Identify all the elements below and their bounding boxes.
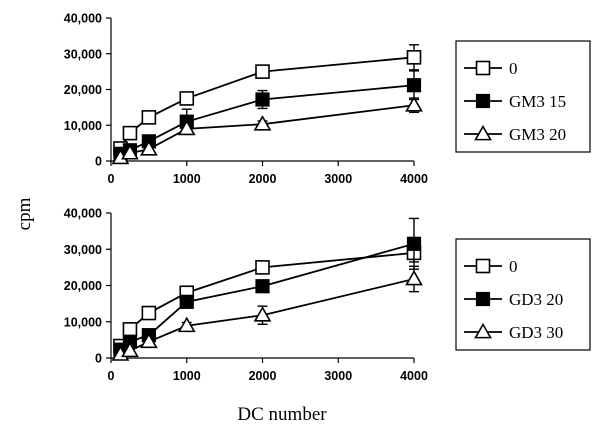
data-point	[255, 92, 270, 107]
data-point	[405, 269, 423, 286]
data-point	[255, 260, 270, 275]
chart-panel-1: 0 10,000 20,000 30,000 40,000 0 1000 2000 3000 40…	[64, 12, 591, 186]
x-tick-label: 1000	[173, 369, 201, 383]
series-2	[113, 217, 422, 357]
data-point	[406, 78, 422, 93]
data-point	[406, 236, 422, 251]
x-tick-label: 0	[108, 172, 115, 186]
x-tick-label: 2000	[249, 172, 277, 186]
x-axis-title: DC number	[237, 404, 327, 425]
data-point	[177, 119, 196, 136]
y-tick-label: 30,000	[64, 47, 102, 61]
y-tick-label: 0	[95, 352, 102, 366]
legend-marker	[475, 93, 491, 109]
data-point	[177, 316, 196, 333]
data-point	[139, 140, 158, 156]
series-3	[111, 265, 423, 361]
y-tick-label: 20,000	[64, 83, 102, 97]
legend-marker	[474, 322, 492, 339]
legend-marker	[475, 258, 491, 274]
legend-label: GM3 15	[509, 92, 566, 111]
series-line	[119, 242, 415, 351]
data-point	[179, 294, 194, 309]
y-tick-label: 30,000	[64, 243, 102, 257]
x-tick-label: 2000	[249, 369, 277, 383]
data-point	[253, 306, 272, 322]
legend: 0 GD3 20 GD3 30	[455, 238, 591, 351]
legend-label: GD3 20	[509, 290, 563, 309]
legend-label: GM3 20	[509, 125, 566, 144]
series-3	[111, 96, 423, 165]
data-point	[253, 115, 272, 131]
series-1	[113, 44, 422, 156]
chart-panel-2: 0 10,000 20,000 30,000 40,000 0 1000 2000 3000 40…	[64, 207, 591, 383]
legend-marker	[474, 124, 492, 141]
series-2	[113, 70, 422, 161]
y-axis-title: cpm	[14, 197, 35, 230]
data-point	[122, 322, 138, 337]
legend-marker	[475, 60, 491, 76]
legend-label: GD3 30	[509, 323, 563, 342]
data-point	[255, 64, 270, 79]
data-point	[122, 125, 138, 141]
legend: 0 GM3 15 GM3 20	[455, 40, 591, 153]
data-point	[406, 50, 422, 65]
y-tick-label: 40,000	[64, 207, 102, 221]
x-tick-label: 3000	[324, 369, 352, 383]
data-point	[139, 332, 158, 349]
data-point	[405, 96, 423, 112]
y-tick-label: 20,000	[64, 279, 102, 293]
data-point	[121, 341, 139, 358]
y-tick-label: 0	[95, 155, 102, 169]
legend-label: 0	[509, 257, 518, 276]
data-point	[121, 144, 139, 160]
x-tick-label: 4000	[400, 172, 428, 186]
y-tick-label: 10,000	[64, 119, 102, 133]
x-tick-label: 0	[108, 369, 115, 383]
x-tick-label: 1000	[173, 172, 201, 186]
y-tick-label: 10,000	[64, 315, 102, 329]
data-point	[179, 91, 195, 106]
legend-marker	[475, 291, 491, 307]
series-line	[120, 104, 415, 159]
x-tick-label: 3000	[324, 172, 352, 186]
data-point	[255, 279, 270, 294]
chart-panels: 0 10,000 20,000 30,000 40,000 0 1000 2000 3000 40…	[64, 12, 591, 383]
data-point	[141, 305, 157, 321]
x-tick-label: 4000	[400, 369, 428, 383]
y-tick-label: 40,000	[64, 12, 102, 26]
legend-label: 0	[509, 59, 518, 78]
data-point	[141, 110, 157, 125]
